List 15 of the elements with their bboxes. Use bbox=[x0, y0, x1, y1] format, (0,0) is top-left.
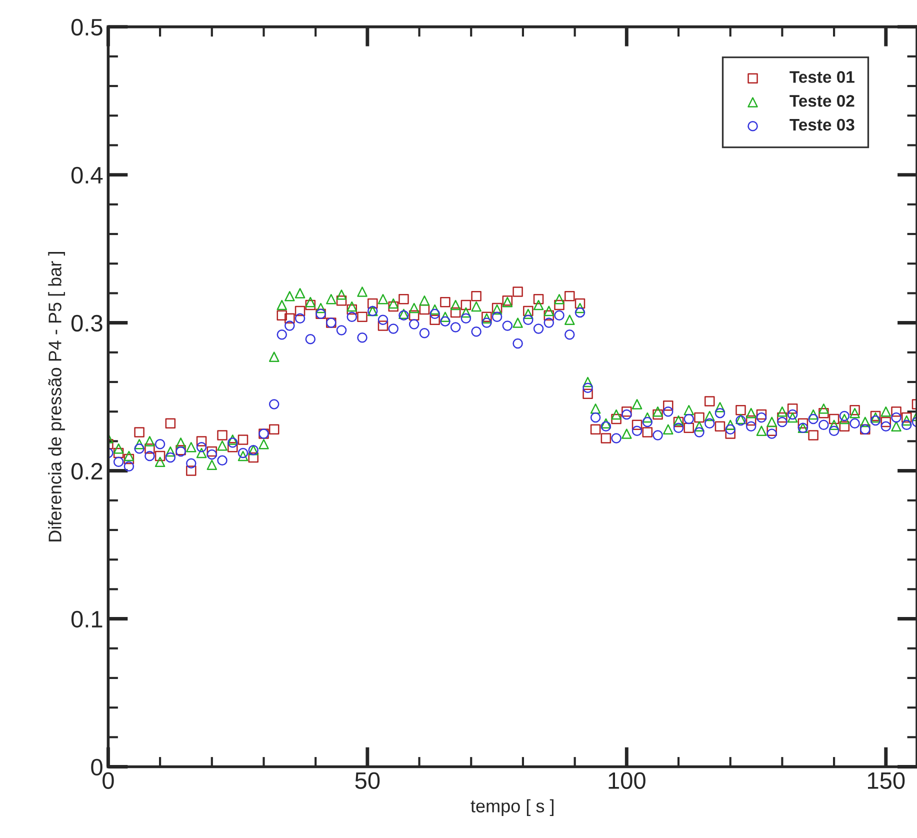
y-tick-label: 0.1 bbox=[71, 610, 102, 628]
y-axis-title: Diferencia de pressão P4 - P5 [ bar ] bbox=[48, 252, 65, 542]
x-tick-label: 100 bbox=[608, 772, 646, 789]
y-tick-label: 0.3 bbox=[71, 314, 102, 332]
legend-label: Teste 03 bbox=[790, 118, 854, 131]
y-tick-label: 0.2 bbox=[71, 462, 102, 480]
x-tick-label: 0 bbox=[102, 772, 114, 789]
x-axis-title: tempo [ s ] bbox=[470, 799, 554, 816]
y-tick-label: 0.5 bbox=[71, 18, 102, 36]
x-tick-label: 50 bbox=[355, 772, 380, 789]
y-tick-label: 0 bbox=[91, 758, 102, 776]
legend-label: Teste 02 bbox=[790, 94, 854, 107]
y-tick-label: 0.4 bbox=[71, 166, 103, 184]
x-tick-label: 150 bbox=[868, 772, 905, 789]
legend-label: Teste 01 bbox=[790, 71, 854, 83]
